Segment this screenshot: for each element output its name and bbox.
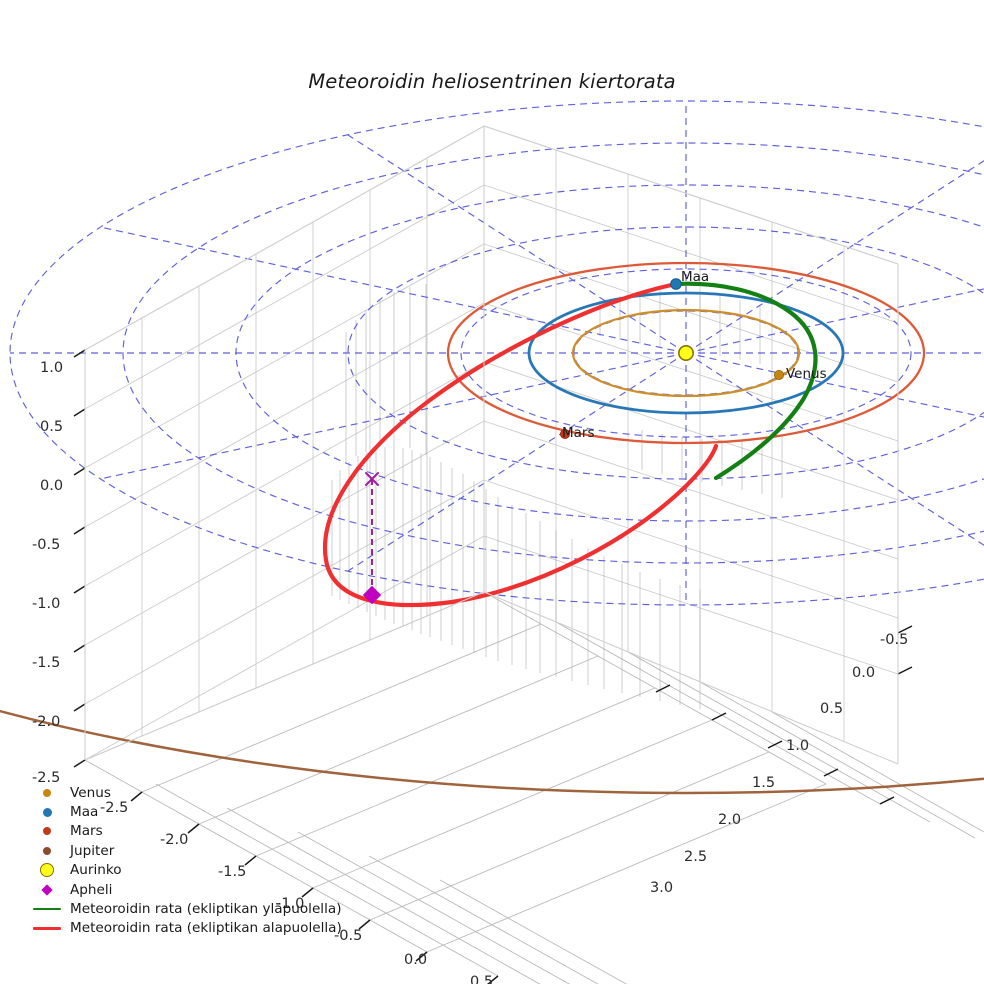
legend-item-venus[interactable]: Venus bbox=[30, 783, 342, 802]
x-tick-label: 0.0 bbox=[40, 478, 64, 494]
page-title: Meteoroidin heliosentrinen kiertorata bbox=[308, 70, 676, 93]
y-tick-label: -2.0 bbox=[160, 832, 189, 848]
z-tick-label: 2.0 bbox=[718, 812, 742, 828]
label-maa: Maa bbox=[681, 269, 710, 285]
z-tick-label: 1.5 bbox=[752, 775, 776, 791]
legend-label: Mars bbox=[70, 823, 103, 840]
z-tick-label: 0.0 bbox=[852, 665, 876, 681]
y-tick-label: 0.0 bbox=[404, 952, 428, 968]
z-tick-label: 3.0 bbox=[650, 880, 674, 896]
legend-label: Jupiter bbox=[70, 842, 115, 859]
green-line-icon bbox=[30, 907, 64, 911]
label-venus: Venus bbox=[786, 366, 827, 382]
legend-item-maa[interactable]: Maa bbox=[30, 802, 342, 821]
meteoroid-orbit-below-ecliptic bbox=[322, 281, 719, 608]
legend-label: Apheli bbox=[70, 881, 113, 898]
box-grid-walls bbox=[84, 125, 899, 764]
orbit-jupiter bbox=[0, 709, 984, 795]
legend-item-apheli[interactable]: Apheli bbox=[30, 880, 342, 899]
vertical-stem-lines bbox=[331, 284, 783, 709]
x-tick-label: -1.5 bbox=[32, 655, 61, 671]
legend-label: Meteoroidin rata (ekliptikan alapuolella… bbox=[70, 920, 342, 937]
label-mars: Mars bbox=[562, 425, 595, 441]
orbit-mars bbox=[446, 261, 926, 445]
y-tick-label: -1.0 bbox=[276, 896, 305, 912]
legend-item-orbit-above[interactable]: Meteoroidin rata (ekliptikan yläpuolella… bbox=[30, 899, 342, 918]
marker-earth bbox=[670, 278, 682, 290]
orbit-earth bbox=[527, 291, 845, 415]
legend-label: Aurinko bbox=[70, 862, 122, 879]
legend-label: Meteoroidin rata (ekliptikan yläpuolella… bbox=[70, 901, 342, 918]
venus-marker-icon bbox=[30, 788, 64, 797]
legend-label: Venus bbox=[70, 784, 111, 801]
z-tick-label: 2.5 bbox=[684, 849, 708, 865]
aphelion-projection-cross-icon bbox=[365, 472, 379, 486]
z-tick-label: 1.0 bbox=[786, 738, 810, 754]
x-tick-label: -1.0 bbox=[32, 596, 61, 612]
sun-marker-icon bbox=[30, 863, 64, 878]
aphelion-marker bbox=[362, 585, 382, 605]
x-tick-label: -0.5 bbox=[32, 537, 61, 553]
legend-label: Maa bbox=[70, 804, 99, 821]
legend-item-mars[interactable]: Mars bbox=[30, 822, 342, 841]
x-tick-label: 0.5 bbox=[40, 419, 64, 435]
y-tick-label: -0.5 bbox=[334, 928, 363, 944]
jupiter-marker-icon bbox=[30, 846, 64, 855]
axis-ticks bbox=[73, 349, 913, 984]
sun-marker bbox=[677, 344, 694, 361]
mars-marker-icon bbox=[30, 827, 64, 836]
legend-item-aurinko[interactable]: Aurinko bbox=[30, 861, 342, 880]
aphelion-diamond-icon bbox=[30, 883, 64, 896]
y-tick-label: -1.5 bbox=[218, 864, 247, 880]
marker-mars bbox=[560, 428, 571, 439]
earth-marker-icon bbox=[30, 807, 64, 817]
polar-grid-ecliptic bbox=[9, 100, 984, 606]
z-tick-label: -0.5 bbox=[880, 632, 909, 648]
x-tick-label: -2.0 bbox=[32, 714, 61, 730]
legend-item-jupiter[interactable]: Jupiter bbox=[30, 841, 342, 860]
legend: Venus Maa Mars Jupiter Aurinko bbox=[30, 783, 342, 938]
y-tick-label: 0.5 bbox=[470, 974, 494, 984]
legend-item-orbit-below[interactable]: Meteoroidin rata (ekliptikan alapuolella… bbox=[30, 919, 342, 938]
x-tick-label: 1.0 bbox=[40, 360, 64, 376]
marker-venus bbox=[774, 369, 785, 380]
orbit-venus bbox=[571, 308, 801, 398]
z-tick-label: 0.5 bbox=[820, 701, 844, 717]
meteoroid-orbit-above-ecliptic bbox=[673, 281, 818, 481]
red-line-icon bbox=[30, 927, 64, 930]
x-tick-label: -2.5 bbox=[32, 770, 61, 786]
box-outline bbox=[84, 125, 899, 765]
y-tick-label: -2.5 bbox=[100, 800, 129, 816]
